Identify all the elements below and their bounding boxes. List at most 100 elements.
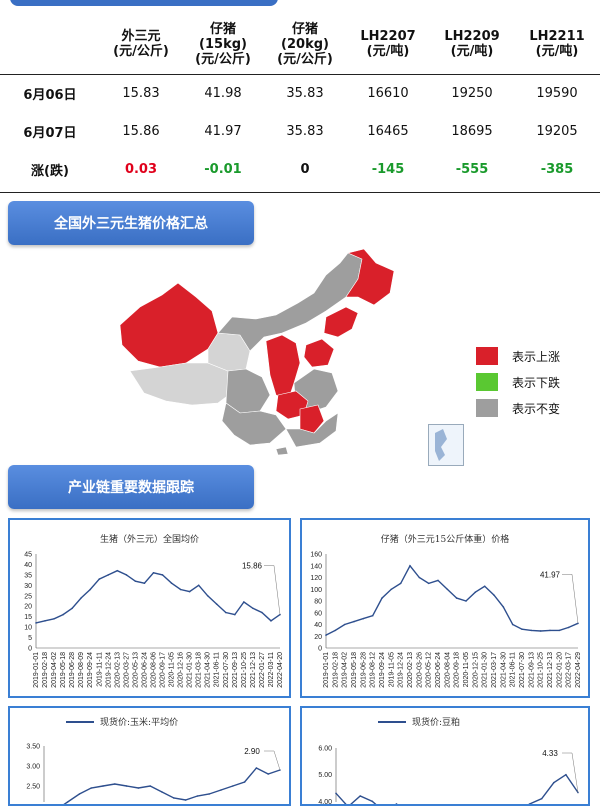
data-point (521, 628, 523, 630)
data-point (565, 773, 567, 776)
header-lh2211: LH2211 (元/吨) (529, 29, 585, 59)
map-region-up (299, 404, 325, 434)
x-tick-label: 2021-01-30 (482, 652, 489, 688)
data-point (71, 607, 73, 610)
data-point (89, 588, 92, 591)
data-point (196, 795, 199, 797)
data-point (232, 785, 234, 787)
data-point (188, 590, 191, 593)
data-point (409, 564, 411, 567)
data-point (437, 579, 439, 582)
y-tick-label: 30 (24, 583, 32, 590)
last-value-leader (264, 565, 281, 615)
cell-value: 18695 (451, 124, 493, 139)
series-line (63, 767, 281, 804)
data-point (446, 588, 449, 591)
map-legend: 表示上涨 表示下跌 表示不变 (476, 343, 560, 421)
x-tick-label: 2021-12-13 (547, 652, 554, 688)
chart-canvas: 2.50 3.00 3.50 2.90 现货价:玉米:平均价 (26, 716, 281, 804)
x-tick-label: 2019-11-11 (96, 652, 103, 687)
change-value: -145 (371, 162, 405, 177)
map-region-flat (221, 402, 287, 446)
data-point (343, 623, 346, 626)
y-tick-label: 140 (310, 563, 322, 570)
y-tick-label: 25 (24, 593, 32, 600)
legend-item-flat: 表示不变 (476, 395, 560, 421)
data-point (371, 800, 374, 803)
cell-value: 41.98 (182, 74, 264, 113)
legend-label: 表示不变 (512, 401, 561, 416)
legend-item-up: 表示上涨 (476, 343, 560, 369)
table-row: 6月07日 15.86 41.97 35.83 16465 18695 1920… (0, 113, 600, 151)
data-point (143, 582, 146, 585)
x-tick-label: 2021-03-17 (491, 652, 498, 688)
data-point (553, 781, 555, 784)
series-line (35, 569, 281, 624)
x-tick-label: 2021-10-25 (538, 652, 545, 688)
data-point (558, 629, 561, 632)
data-point (540, 797, 543, 800)
x-tick-label: 2021-01-30 (187, 652, 194, 688)
data-point (35, 622, 37, 624)
data-point (390, 588, 393, 591)
last-value-label: 41.97 (540, 570, 561, 579)
y-tick-label: 3.00 (26, 764, 40, 771)
series-line (325, 564, 579, 636)
header-wai-san-yuan: 外三元 (元/公斤) (113, 29, 169, 59)
x-tick-label: 2020-11-05 (463, 652, 470, 687)
data-point (170, 582, 173, 585)
data-point (215, 603, 218, 605)
header-empty (0, 14, 100, 75)
data-point (530, 629, 533, 632)
x-tick-label: 2020-03-26 (416, 652, 423, 688)
x-tick-label: 2019-05-18 (60, 652, 67, 688)
row-date: 6月06日 (0, 74, 100, 113)
x-tick-label: 2020-08-06 (150, 652, 157, 688)
x-tick-label: 2019-09-24 (87, 652, 94, 688)
y-tick-label: 2.50 (26, 784, 40, 791)
x-tick-label: 2019-12-24 (398, 652, 405, 688)
x-tick-label: 2020-05-12 (426, 652, 433, 688)
last-value-label: 2.90 (244, 747, 260, 756)
x-tick-label: 2021-12-13 (250, 652, 257, 688)
data-point (197, 584, 200, 587)
x-tick-label: 2019-06-28 (360, 652, 367, 688)
data-point (381, 597, 383, 599)
data-point (483, 585, 486, 588)
section-title-national-price: 全国外三元生猪价格汇总 (8, 201, 254, 245)
map-region-up (303, 338, 335, 368)
change-row: 涨(跌) 0.03 -0.01 0 -145 -555 -385 (0, 151, 600, 189)
x-tick-label: 2020-09-18 (454, 652, 461, 688)
x-tick-label: 2022-01-27 (259, 652, 266, 688)
data-point (208, 793, 210, 795)
map-region-up (323, 306, 359, 338)
x-tick-label: 2020-03-27 (123, 652, 130, 688)
data-point (539, 630, 542, 632)
data-point (125, 574, 128, 576)
y-tick-label: 15 (24, 614, 32, 621)
y-tick-label: 45 (24, 552, 32, 559)
header-lh2207: LH2207 (元/吨) (360, 29, 416, 59)
y-tick-label: 10 (24, 625, 32, 632)
legend-swatch-down (476, 373, 498, 391)
data-point (137, 787, 140, 789)
table-bottom-rule (0, 192, 600, 193)
x-tick-label: 2022-03-17 (566, 652, 573, 688)
data-point (116, 569, 119, 572)
x-tick-label: 2022-04-20 (277, 652, 284, 688)
y-tick-label: 40 (314, 622, 322, 629)
y-tick-label: 5.00 (318, 772, 332, 779)
section-title-industry-chain: 产业链重要数据跟踪 (8, 465, 254, 509)
legend-swatch-flat (476, 399, 498, 417)
chart-hog-price: 生猪（外三元）全国均价 0 5 10 15 20 25 30 35 40 45 15.86 2019-… (8, 518, 291, 698)
x-tick-label: 2022-01-20 (556, 652, 563, 688)
data-point (134, 580, 137, 582)
x-tick-label: 2019-06-28 (69, 652, 76, 688)
x-tick-label: 2020-08-04 (444, 652, 451, 688)
data-point (53, 617, 55, 620)
map-region-flat (275, 446, 289, 456)
y-tick-label: 40 (24, 562, 32, 569)
data-point (359, 795, 361, 797)
x-tick-label: 2021-09-13 (528, 652, 535, 688)
